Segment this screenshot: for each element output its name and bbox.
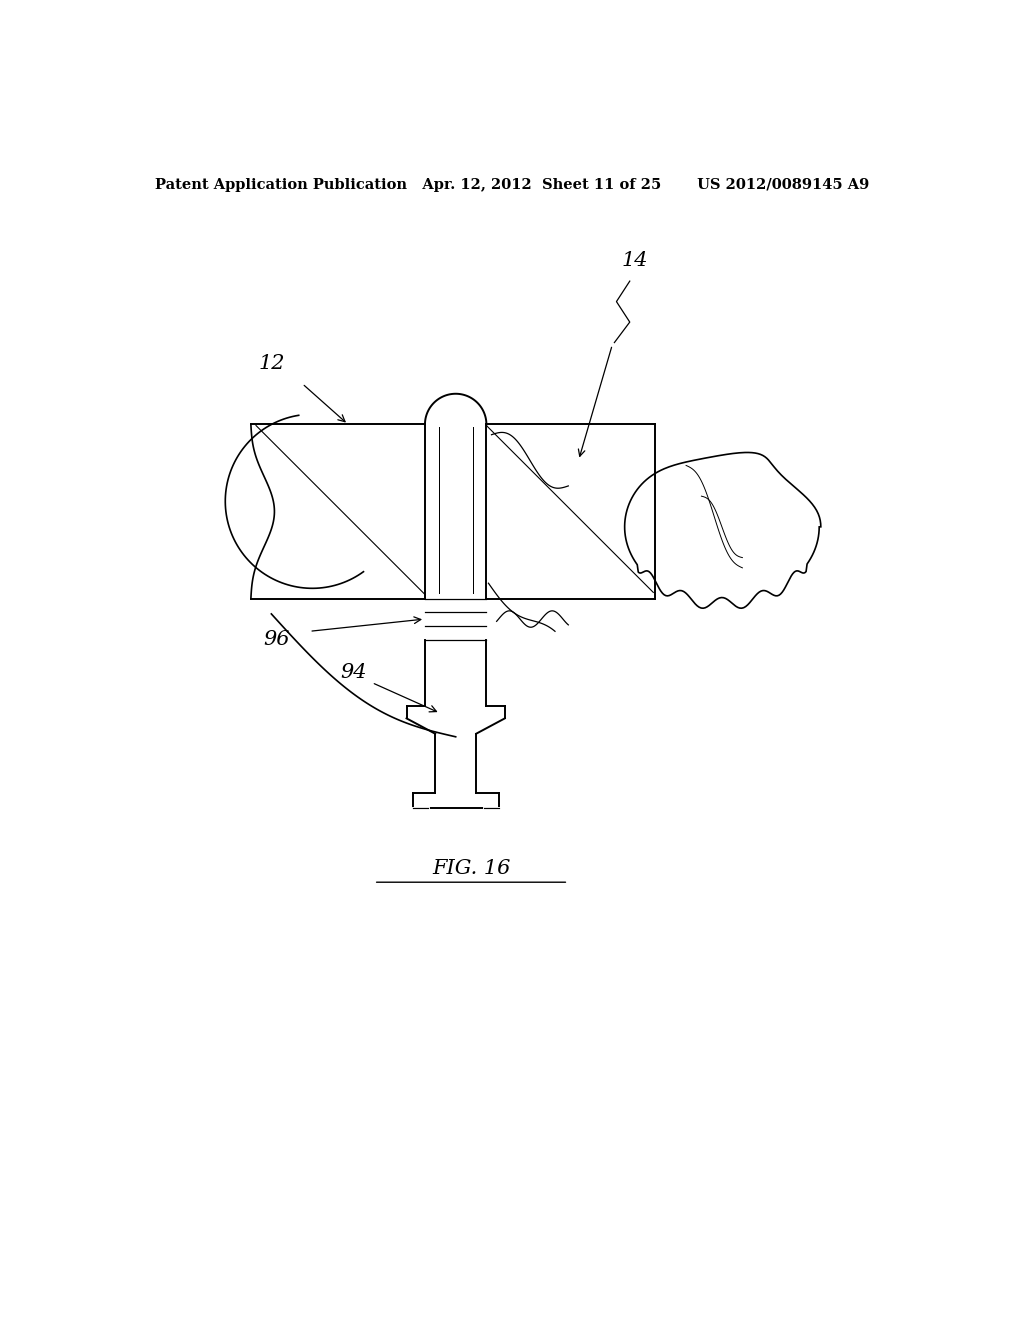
Text: FIG. 16: FIG. 16 <box>432 859 510 878</box>
Text: 94: 94 <box>340 663 367 682</box>
Text: Patent Application Publication   Apr. 12, 2012  Sheet 11 of 25       US 2012/008: Patent Application Publication Apr. 12, … <box>155 178 869 191</box>
Text: 12: 12 <box>258 354 285 372</box>
Text: 96: 96 <box>263 630 290 649</box>
Text: 14: 14 <box>622 251 648 271</box>
